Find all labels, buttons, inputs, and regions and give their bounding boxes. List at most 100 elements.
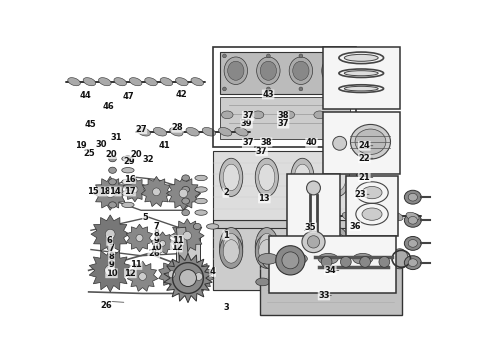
Ellipse shape bbox=[326, 234, 349, 268]
Ellipse shape bbox=[105, 229, 115, 239]
Ellipse shape bbox=[404, 213, 421, 227]
Ellipse shape bbox=[343, 54, 347, 58]
Ellipse shape bbox=[182, 198, 190, 204]
Ellipse shape bbox=[220, 228, 243, 266]
Ellipse shape bbox=[287, 278, 300, 286]
Ellipse shape bbox=[325, 61, 342, 80]
Ellipse shape bbox=[330, 234, 346, 260]
Ellipse shape bbox=[255, 234, 278, 268]
Text: 30: 30 bbox=[95, 140, 107, 149]
Ellipse shape bbox=[282, 252, 299, 269]
Ellipse shape bbox=[343, 87, 347, 91]
Ellipse shape bbox=[160, 78, 172, 86]
Text: 24: 24 bbox=[359, 141, 370, 150]
Ellipse shape bbox=[195, 198, 207, 204]
Ellipse shape bbox=[255, 158, 278, 197]
Ellipse shape bbox=[404, 256, 421, 270]
Ellipse shape bbox=[223, 234, 239, 260]
Ellipse shape bbox=[322, 57, 345, 85]
Bar bbox=[260, 265, 402, 315]
Ellipse shape bbox=[294, 240, 311, 263]
Ellipse shape bbox=[358, 212, 371, 221]
Text: 25: 25 bbox=[84, 149, 96, 158]
Text: 19: 19 bbox=[75, 141, 87, 150]
Polygon shape bbox=[91, 215, 129, 253]
Ellipse shape bbox=[408, 239, 417, 247]
Ellipse shape bbox=[333, 136, 346, 150]
Ellipse shape bbox=[391, 249, 408, 269]
Ellipse shape bbox=[98, 78, 111, 86]
Text: 14: 14 bbox=[109, 187, 121, 196]
Ellipse shape bbox=[321, 256, 332, 267]
Bar bbox=[323, 47, 400, 109]
Polygon shape bbox=[151, 232, 174, 254]
Ellipse shape bbox=[122, 156, 134, 161]
Ellipse shape bbox=[109, 179, 117, 185]
Bar bbox=[214, 228, 356, 289]
Ellipse shape bbox=[182, 186, 190, 193]
Ellipse shape bbox=[109, 156, 117, 162]
Text: 5: 5 bbox=[143, 213, 148, 222]
Ellipse shape bbox=[179, 189, 188, 198]
Ellipse shape bbox=[122, 191, 134, 196]
Text: 26: 26 bbox=[100, 301, 112, 310]
Ellipse shape bbox=[153, 127, 167, 136]
Ellipse shape bbox=[294, 234, 311, 260]
Text: 15: 15 bbox=[87, 187, 98, 196]
Ellipse shape bbox=[186, 127, 199, 136]
Bar bbox=[214, 220, 356, 289]
Text: 44: 44 bbox=[79, 91, 91, 100]
Text: 6: 6 bbox=[107, 237, 113, 246]
Text: 10: 10 bbox=[106, 269, 117, 278]
Ellipse shape bbox=[219, 127, 232, 136]
Ellipse shape bbox=[255, 228, 278, 266]
Ellipse shape bbox=[169, 271, 175, 278]
Ellipse shape bbox=[362, 249, 379, 269]
Polygon shape bbox=[127, 261, 158, 291]
Ellipse shape bbox=[404, 237, 421, 250]
Text: 23: 23 bbox=[355, 190, 367, 199]
Ellipse shape bbox=[310, 212, 323, 221]
Ellipse shape bbox=[224, 57, 247, 85]
Text: 45: 45 bbox=[84, 120, 96, 129]
Text: 1: 1 bbox=[223, 231, 229, 240]
Ellipse shape bbox=[256, 278, 270, 286]
Text: 36: 36 bbox=[349, 222, 361, 231]
Ellipse shape bbox=[122, 179, 134, 184]
Ellipse shape bbox=[318, 278, 331, 286]
Ellipse shape bbox=[222, 54, 226, 58]
Text: 46: 46 bbox=[103, 103, 115, 112]
Text: 11: 11 bbox=[130, 260, 142, 269]
Ellipse shape bbox=[353, 253, 373, 264]
Ellipse shape bbox=[408, 216, 417, 224]
Text: 11: 11 bbox=[172, 235, 183, 244]
Text: 37: 37 bbox=[256, 147, 268, 156]
Bar bbox=[214, 151, 356, 220]
Ellipse shape bbox=[379, 256, 390, 267]
Bar bbox=[346, 176, 398, 236]
Text: 38: 38 bbox=[261, 138, 272, 147]
Ellipse shape bbox=[252, 111, 264, 119]
Ellipse shape bbox=[195, 210, 207, 215]
Text: 9: 9 bbox=[109, 260, 114, 269]
Ellipse shape bbox=[223, 240, 239, 263]
Ellipse shape bbox=[293, 249, 310, 269]
Ellipse shape bbox=[259, 234, 275, 260]
Text: 9: 9 bbox=[153, 237, 159, 246]
Ellipse shape bbox=[106, 189, 115, 198]
Ellipse shape bbox=[267, 87, 270, 91]
Text: 20: 20 bbox=[130, 149, 142, 158]
Text: 37: 37 bbox=[243, 111, 254, 120]
Ellipse shape bbox=[139, 273, 147, 280]
Ellipse shape bbox=[355, 129, 386, 154]
Ellipse shape bbox=[289, 57, 313, 85]
Ellipse shape bbox=[182, 210, 190, 216]
Text: 12: 12 bbox=[171, 243, 182, 252]
Ellipse shape bbox=[122, 202, 134, 208]
Polygon shape bbox=[159, 260, 185, 288]
Ellipse shape bbox=[287, 253, 307, 264]
Ellipse shape bbox=[342, 212, 355, 221]
Text: 39: 39 bbox=[241, 119, 252, 128]
Text: 20: 20 bbox=[106, 149, 117, 158]
Ellipse shape bbox=[160, 240, 166, 246]
